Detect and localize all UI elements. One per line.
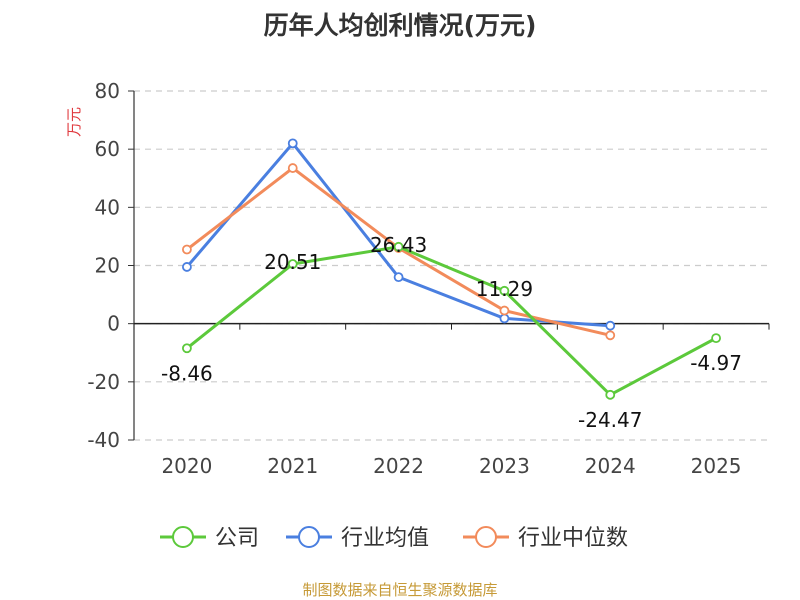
data-point bbox=[499, 285, 510, 296]
y-tick-label: 20 bbox=[95, 254, 120, 278]
data-point bbox=[499, 305, 510, 316]
data-label: -24.47 bbox=[578, 408, 642, 432]
x-tick-label: 2025 bbox=[691, 454, 742, 478]
y-axis-label: 万元 bbox=[65, 107, 83, 137]
data-label: -4.97 bbox=[690, 351, 742, 375]
data-label: -8.46 bbox=[161, 361, 213, 385]
legend-marker bbox=[475, 526, 497, 548]
legend-marker bbox=[298, 526, 320, 548]
data-point bbox=[287, 138, 298, 149]
series-line bbox=[185, 245, 717, 397]
gridlines bbox=[134, 90, 769, 441]
data-point bbox=[393, 241, 404, 252]
legend-label: 行业均值 bbox=[341, 526, 429, 551]
y-tick-label: 80 bbox=[95, 79, 120, 103]
legend-label: 行业中位数 bbox=[518, 526, 628, 551]
x-tick-label: 2024 bbox=[585, 454, 636, 478]
data-point bbox=[605, 320, 616, 331]
source-note: 制图数据来自恒生聚源数据库 bbox=[302, 581, 497, 599]
data-point bbox=[287, 259, 298, 269]
data-point bbox=[499, 313, 510, 324]
data-label: 11.29 bbox=[476, 277, 533, 301]
y-tick-label: 40 bbox=[95, 195, 120, 219]
x-tick-label: 2020 bbox=[161, 454, 212, 478]
y-tick-label: 60 bbox=[95, 137, 120, 161]
legend-item: 行业中位数 bbox=[463, 526, 628, 551]
legend-item: 公司 bbox=[160, 526, 259, 551]
data-point bbox=[393, 272, 404, 283]
data-labels: -8.46 20.51 26.43 11.29 -24.47 -4.97 bbox=[161, 233, 742, 432]
data-point bbox=[605, 389, 616, 400]
data-point bbox=[182, 262, 192, 272]
data-label: 20.51 bbox=[264, 250, 321, 274]
x-tick-label: 2022 bbox=[373, 454, 424, 478]
data-point bbox=[711, 333, 721, 344]
data-point bbox=[287, 163, 298, 173]
y-tick-label: -20 bbox=[87, 370, 120, 394]
data-point bbox=[182, 343, 192, 354]
axes: 80 60 40 20 0 -20 -40 2020 2021 2022 2023 2024 2025 bbox=[87, 79, 770, 478]
series-lines bbox=[182, 138, 721, 400]
data-point bbox=[182, 244, 192, 255]
data-label: 26.43 bbox=[370, 233, 427, 257]
x-tick-label: 2021 bbox=[267, 454, 318, 478]
chart-title: 历年人均创利情况(万元) bbox=[264, 11, 537, 40]
legend-marker bbox=[172, 526, 194, 548]
data-point bbox=[605, 330, 616, 341]
legend-item: 行业均值 bbox=[286, 526, 429, 551]
legend-label: 公司 bbox=[215, 526, 259, 551]
x-tick-label: 2023 bbox=[479, 454, 530, 478]
y-tick-label: 0 bbox=[107, 312, 120, 336]
legend: 公司 行业均值 行业中位数 bbox=[160, 526, 628, 551]
y-tick-label: -40 bbox=[87, 428, 120, 452]
